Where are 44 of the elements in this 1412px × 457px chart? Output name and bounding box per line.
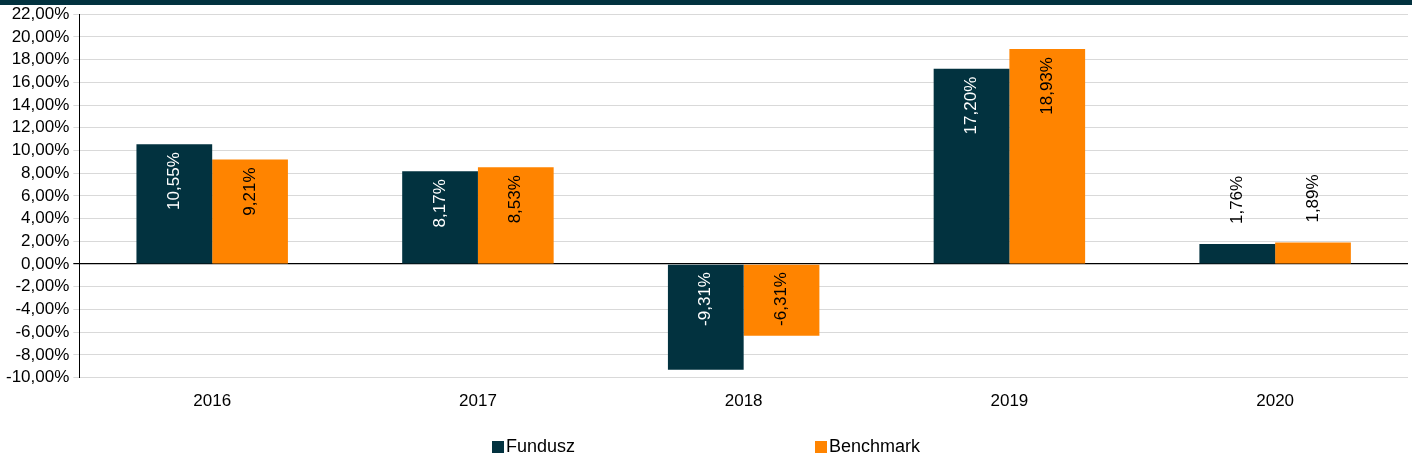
- x-tick-label: 2016: [193, 391, 232, 411]
- bar: [1009, 49, 1086, 264]
- data-label: 1,76%: [1226, 175, 1246, 225]
- y-tick-label: 20,00%: [11, 26, 70, 46]
- y-tick-label: -6,00%: [15, 321, 70, 341]
- y-tick-label: 18,00%: [11, 49, 70, 69]
- legend-label: Benchmark: [829, 436, 921, 457]
- y-tick-label: 6,00%: [21, 185, 70, 205]
- data-label: 10,55%: [164, 152, 184, 210]
- y-tick-label: -4,00%: [15, 299, 70, 319]
- x-tick-label: 2018: [724, 391, 763, 411]
- y-tick-label: 22,00%: [11, 3, 70, 23]
- data-label: -6,31%: [771, 272, 791, 326]
- bar: [933, 68, 1010, 264]
- data-label: 8,17%: [429, 179, 449, 228]
- x-tick-label: 2019: [990, 391, 1029, 411]
- y-tick-label: 10,00%: [11, 140, 70, 160]
- x-tick-label: 2020: [1256, 391, 1295, 411]
- bar: [1275, 242, 1351, 264]
- y-tick-label: -8,00%: [15, 344, 70, 364]
- legend-label: Fundusz: [505, 436, 575, 457]
- data-label: -9,31%: [695, 272, 715, 326]
- y-tick-label: 4,00%: [21, 208, 70, 228]
- bar: [667, 264, 744, 370]
- y-tick-label: 12,00%: [11, 117, 70, 137]
- y-tick-label: -2,00%: [15, 276, 70, 296]
- bar: [136, 144, 213, 264]
- bar: [402, 171, 478, 264]
- y-tick-label: -10,00%: [5, 367, 70, 387]
- y-tick-label: 14,00%: [11, 94, 70, 114]
- data-label: 8,53%: [505, 175, 525, 224]
- y-tick-label: 8,00%: [21, 162, 70, 182]
- bar: [212, 159, 288, 264]
- bar: [1199, 244, 1276, 264]
- data-label: 17,20%: [961, 76, 981, 135]
- y-tick-label: 0,00%: [21, 253, 70, 273]
- x-tick-label: 2017: [459, 391, 497, 411]
- bar: [477, 167, 554, 264]
- y-tick-label: 2,00%: [21, 231, 70, 251]
- bar: [743, 264, 820, 336]
- data-label: 18,93%: [1036, 57, 1056, 115]
- data-label: 9,21%: [239, 167, 259, 216]
- y-tick-label: 16,00%: [11, 72, 70, 92]
- data-label: 1,89%: [1302, 174, 1322, 223]
